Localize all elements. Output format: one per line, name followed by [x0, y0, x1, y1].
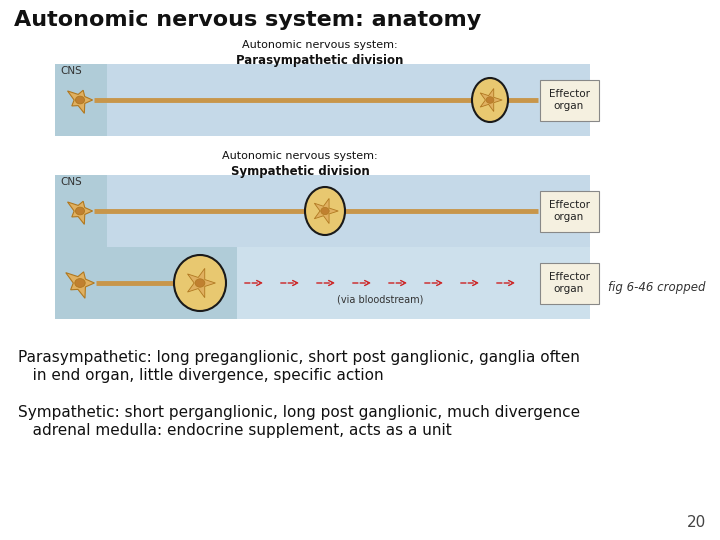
Ellipse shape [321, 207, 329, 214]
Text: 20: 20 [687, 515, 706, 530]
Ellipse shape [472, 78, 508, 122]
Polygon shape [187, 268, 215, 298]
Text: Effector
organ: Effector organ [549, 272, 590, 294]
Text: fig 6-46 cropped: fig 6-46 cropped [608, 280, 706, 294]
Ellipse shape [174, 255, 226, 311]
Text: Effector
organ: Effector organ [549, 200, 590, 222]
Text: Parasympathetic division: Parasympathetic division [236, 54, 404, 67]
Text: in end organ, little divergence, specific action: in end organ, little divergence, specifi… [18, 368, 384, 383]
Bar [55, 175, 107, 319]
Bar [55, 64, 107, 136]
Text: Sympathetic division: Sympathetic division [230, 165, 369, 178]
Text: Autonomic nervous system: anatomy: Autonomic nervous system: anatomy [14, 10, 481, 30]
Text: Autonomic nervous system:: Autonomic nervous system: [222, 151, 378, 161]
Text: adrenal medulla: endocrine supplement, acts as a unit: adrenal medulla: endocrine supplement, a… [18, 423, 451, 438]
Polygon shape [68, 201, 93, 224]
Ellipse shape [75, 279, 85, 287]
Text: CNS: CNS [60, 177, 82, 187]
Text: Effector
organ: Effector organ [549, 89, 590, 111]
Text: Parasympathetic: long preganglionic, short post ganglionic, ganglia often: Parasympathetic: long preganglionic, sho… [18, 350, 580, 365]
Text: CNS: CNS [60, 66, 82, 76]
Polygon shape [480, 89, 502, 111]
Bar [55, 247, 590, 319]
Bar [55, 175, 590, 247]
Bar [55, 64, 590, 136]
Ellipse shape [486, 97, 494, 103]
Polygon shape [66, 272, 94, 298]
Ellipse shape [195, 279, 205, 287]
Bar [107, 247, 237, 319]
Text: Sympathetic: short perganglionic, long post ganglionic, much divergence: Sympathetic: short perganglionic, long p… [18, 405, 580, 420]
Ellipse shape [76, 96, 84, 104]
FancyBboxPatch shape [539, 262, 598, 303]
Ellipse shape [305, 187, 345, 235]
Text: (via bloodstream): (via bloodstream) [337, 295, 423, 305]
Polygon shape [68, 90, 93, 113]
FancyBboxPatch shape [539, 191, 598, 232]
Ellipse shape [76, 207, 84, 215]
Text: Autonomic nervous system:: Autonomic nervous system: [242, 40, 398, 50]
Polygon shape [315, 198, 338, 224]
FancyBboxPatch shape [539, 79, 598, 120]
